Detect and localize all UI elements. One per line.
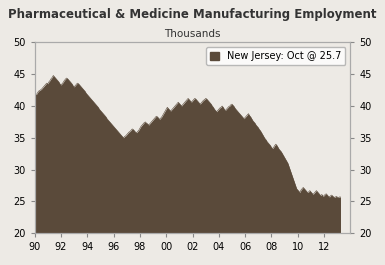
Text: Thousands: Thousands [164,29,221,39]
Legend: New Jersey: Oct @ 25.7: New Jersey: Oct @ 25.7 [206,47,345,65]
Text: Pharmaceutical & Medicine Manufacturing Employment: Pharmaceutical & Medicine Manufacturing … [8,8,377,21]
